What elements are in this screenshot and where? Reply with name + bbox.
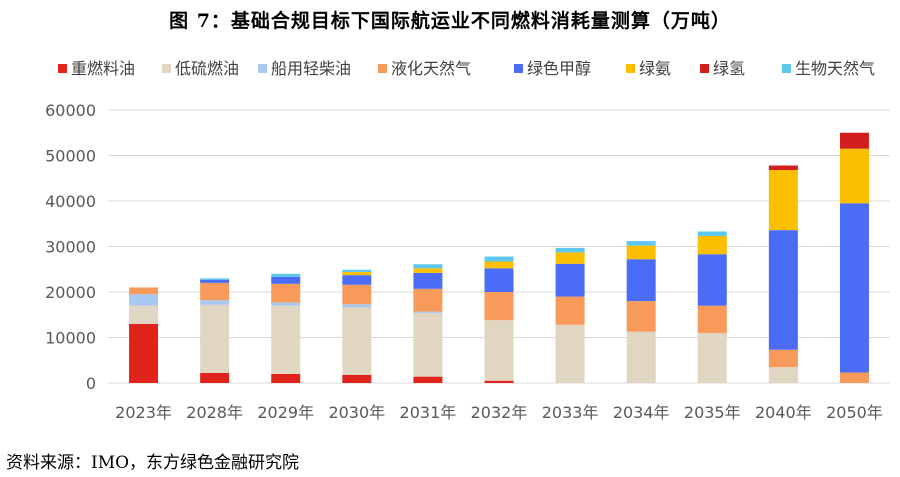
bar-segment bbox=[768, 170, 798, 231]
bar-segment bbox=[342, 271, 372, 276]
bar-segment bbox=[697, 254, 727, 306]
legend-label: 重燃料油 bbox=[71, 59, 135, 78]
bar-segment bbox=[271, 302, 301, 306]
bar-segment bbox=[413, 312, 443, 377]
bar-segment bbox=[555, 263, 585, 297]
y-tick-label: 20000 bbox=[45, 283, 96, 302]
x-tick-label: 2028年 bbox=[186, 403, 243, 422]
bar-segment bbox=[626, 259, 656, 302]
x-tick-label: 2033年 bbox=[542, 403, 599, 422]
bar-segment bbox=[839, 132, 869, 149]
x-tick-label: 2034年 bbox=[613, 403, 670, 422]
legend-label: 低硫燃油 bbox=[175, 59, 239, 78]
bar-segment bbox=[555, 324, 585, 383]
bar-segment bbox=[484, 292, 514, 321]
bar-segment bbox=[342, 304, 372, 308]
legend-swatch bbox=[58, 64, 67, 73]
x-tick-label: 2032年 bbox=[471, 403, 528, 422]
bar-segment bbox=[839, 203, 869, 373]
bar-segment bbox=[271, 276, 301, 284]
bar-segment bbox=[342, 374, 372, 383]
bar-segment bbox=[129, 305, 159, 324]
bar-segment bbox=[484, 380, 514, 383]
bar-segment bbox=[271, 273, 301, 277]
bar-segment bbox=[200, 278, 230, 280]
legend-swatch bbox=[162, 64, 171, 73]
bar-segment bbox=[484, 256, 514, 262]
bar-segment bbox=[413, 264, 443, 269]
bar-segment bbox=[555, 247, 585, 253]
bar-segment bbox=[484, 268, 514, 292]
bar-segment bbox=[839, 148, 869, 204]
bar-segment bbox=[768, 367, 798, 383]
chart-title: 图 7：基础合规目标下国际航运业不同燃料消耗量测算（万吨） bbox=[169, 10, 731, 32]
bar-segment bbox=[200, 279, 230, 283]
y-tick-label: 40000 bbox=[45, 192, 96, 211]
source-note: 资料来源：IMO，东方绿色金融研究院 bbox=[6, 453, 300, 473]
bar-segment bbox=[200, 300, 230, 305]
bar-segment bbox=[271, 283, 301, 303]
bar-segment bbox=[839, 372, 869, 383]
bar-segment bbox=[342, 284, 372, 305]
bar-segment bbox=[413, 311, 443, 313]
x-tick-label: 2030年 bbox=[328, 403, 385, 422]
legend-label: 绿色甲醇 bbox=[527, 59, 591, 78]
bar-segment bbox=[200, 282, 230, 301]
legend-swatch bbox=[514, 64, 523, 73]
bar-segment bbox=[342, 269, 372, 272]
y-tick-label: 50000 bbox=[45, 147, 96, 166]
bar-segment bbox=[626, 301, 656, 332]
legend-swatch bbox=[700, 64, 709, 73]
legend-label: 液化天然气 bbox=[391, 59, 471, 78]
bar-segment bbox=[768, 349, 798, 368]
x-tick-label: 2031年 bbox=[400, 403, 457, 422]
bar-segment bbox=[200, 304, 230, 373]
bar-segment bbox=[697, 236, 727, 255]
bar-segment bbox=[768, 230, 798, 350]
legend-swatch bbox=[782, 64, 791, 73]
bar-segment bbox=[555, 296, 585, 325]
bar-segment bbox=[413, 272, 443, 289]
bar-segment bbox=[271, 305, 301, 374]
bar-segment bbox=[413, 268, 443, 273]
bar-segment bbox=[413, 288, 443, 312]
legend-label: 绿氨 bbox=[639, 59, 671, 78]
bar-segment bbox=[555, 252, 585, 264]
legend-swatch bbox=[378, 64, 387, 73]
legend-swatch bbox=[258, 64, 267, 73]
bar-segment bbox=[129, 323, 159, 383]
bar-segment bbox=[413, 376, 443, 383]
bar-segment bbox=[342, 307, 372, 375]
bar-segment bbox=[697, 305, 727, 333]
bar-segment bbox=[129, 294, 159, 306]
bar-segment bbox=[484, 261, 514, 269]
bar-segment bbox=[626, 331, 656, 383]
y-tick-label: 10000 bbox=[45, 329, 96, 348]
y-tick-label: 30000 bbox=[45, 238, 96, 257]
y-tick-label: 60000 bbox=[45, 101, 96, 120]
x-tick-label: 2023年 bbox=[115, 403, 172, 422]
legend-label: 生物天然气 bbox=[795, 59, 875, 78]
x-tick-label: 2050年 bbox=[826, 403, 883, 422]
x-tick-label: 2040年 bbox=[755, 403, 812, 422]
bar-segment bbox=[626, 241, 656, 246]
bar-segment bbox=[626, 245, 656, 260]
legend-label: 绿氢 bbox=[713, 59, 745, 78]
bar-segment bbox=[342, 275, 372, 285]
bar-segment bbox=[200, 372, 230, 383]
bar-segment bbox=[768, 165, 798, 171]
bar-segment bbox=[129, 287, 159, 295]
y-tick-label: 0 bbox=[86, 374, 96, 393]
x-tick-label: 2035年 bbox=[684, 403, 741, 422]
legend-label: 船用轻柴油 bbox=[271, 59, 351, 78]
legend-swatch bbox=[626, 64, 635, 73]
bar-segment bbox=[271, 373, 301, 383]
bar-segment bbox=[697, 332, 727, 383]
bar-segment bbox=[484, 320, 514, 381]
bar-segment bbox=[697, 231, 727, 237]
x-tick-label: 2029年 bbox=[257, 403, 314, 422]
